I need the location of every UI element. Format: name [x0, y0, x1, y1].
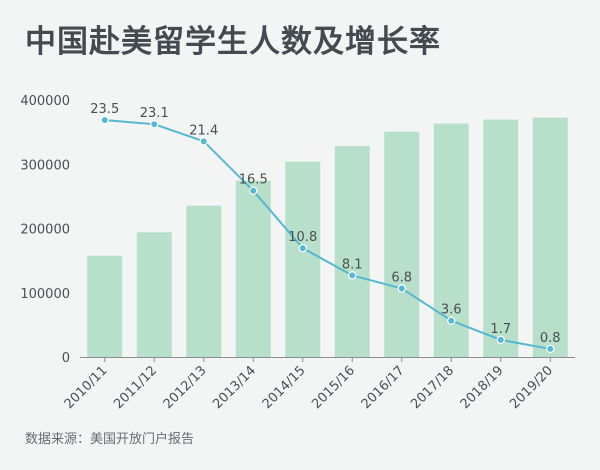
bar	[532, 117, 568, 357]
growth-rate-label: 21.4	[189, 123, 218, 138]
x-tick-label: 2010/11	[62, 363, 111, 412]
growth-rate-point	[546, 344, 555, 354]
growth-rate-point	[496, 335, 505, 345]
growth-rate-point	[100, 115, 109, 125]
bar	[136, 232, 172, 357]
growth-rate-label: 3.6	[441, 303, 462, 318]
growth-rate-label: 16.5	[239, 173, 268, 188]
x-tick-label: 2011/12	[111, 363, 160, 412]
bar	[87, 255, 123, 357]
source-note: 数据来源：美国开放门户报告	[25, 432, 195, 447]
x-tick-label: 2014/15	[260, 363, 309, 412]
growth-rate-point	[298, 243, 307, 253]
bar	[334, 145, 370, 357]
y-tick-label: 100000	[20, 287, 70, 302]
growth-rate-label: 0.8	[540, 331, 561, 346]
x-tick-label: 2017/18	[408, 363, 457, 412]
growth-rate-label: 6.8	[391, 270, 412, 285]
growth-rate-point	[447, 316, 456, 325]
x-tick-label: 2015/16	[309, 363, 358, 412]
y-tick-label: 400000	[20, 94, 70, 109]
growth-rate-label: 10.8	[288, 230, 317, 245]
y-tick-label: 300000	[20, 158, 70, 173]
growth-rate-point	[397, 284, 406, 293]
chart-title: 中国赴美留学生人数及增长率	[25, 24, 441, 60]
bar	[483, 119, 519, 358]
x-tick-label: 2019/20	[507, 363, 556, 412]
x-tick-label: 2018/19	[458, 363, 507, 412]
growth-rate-label: 23.5	[90, 102, 119, 117]
bar	[285, 161, 321, 357]
growth-rate-line	[104, 119, 551, 350]
growth-rate-point	[199, 137, 208, 146]
y-tick-label: 200000	[20, 223, 70, 238]
y-tick-label: 0	[62, 351, 70, 366]
x-tick-label: 2012/13	[161, 363, 210, 412]
growth-rate-label: 8.1	[342, 257, 363, 272]
bar	[235, 180, 271, 357]
growth-rate-point	[348, 271, 357, 280]
growth-rate-label: 1.7	[490, 322, 511, 337]
bar	[384, 131, 420, 357]
growth-rate-point	[150, 119, 159, 129]
x-tick-label: 2016/17	[359, 363, 408, 412]
growth-rate-label: 23.1	[140, 106, 169, 121]
bar	[186, 205, 222, 357]
x-tick-label: 2013/14	[210, 363, 259, 412]
growth-rate-point	[249, 186, 258, 195]
